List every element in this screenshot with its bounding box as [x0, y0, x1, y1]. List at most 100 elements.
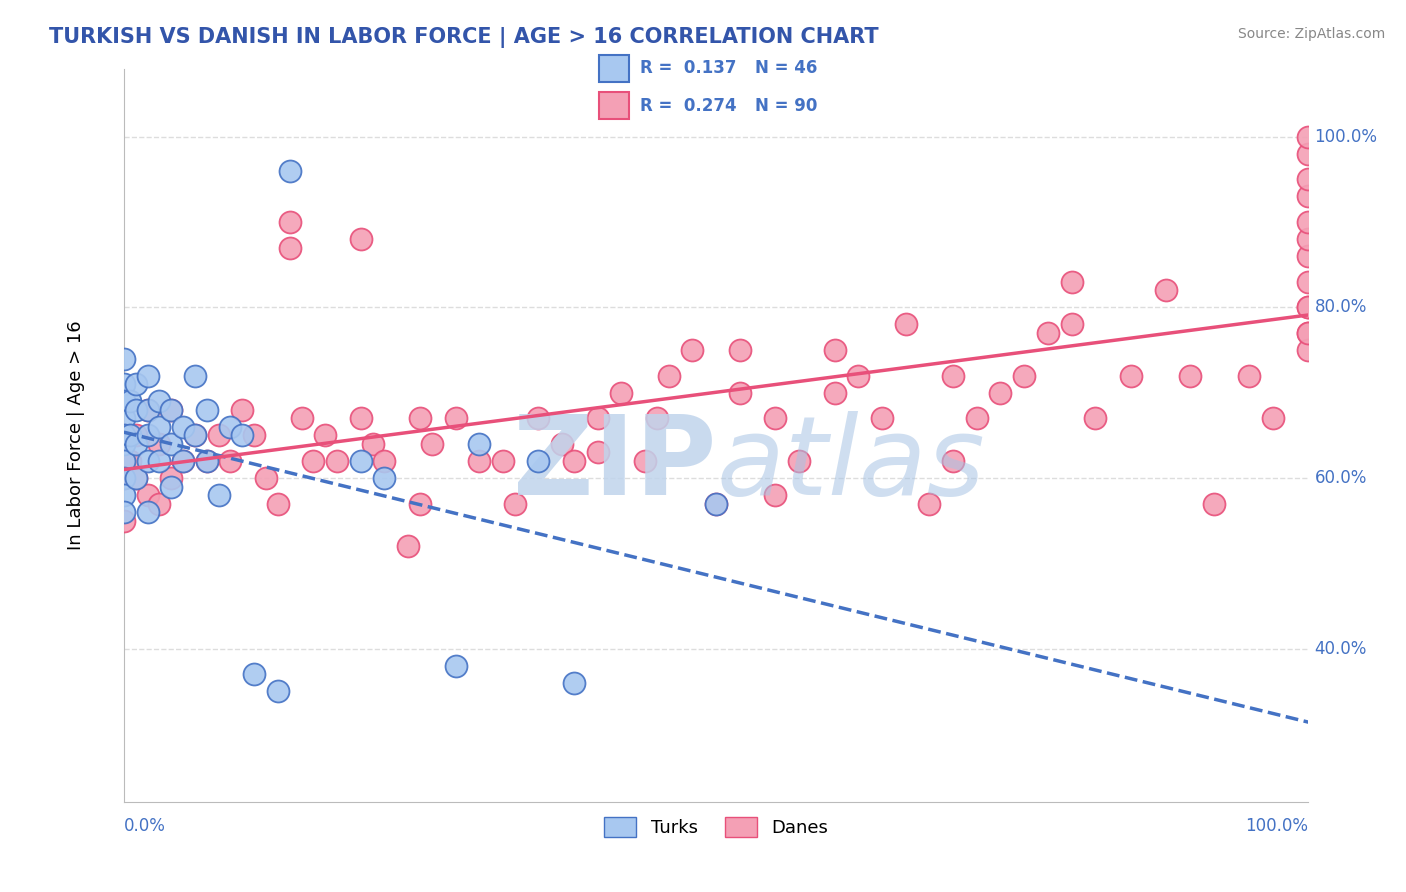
Text: atlas: atlas — [716, 411, 984, 518]
Point — [492, 454, 515, 468]
Point — [118, 428, 141, 442]
Point — [846, 368, 869, 383]
Point — [420, 437, 443, 451]
Point — [231, 402, 253, 417]
Point — [148, 420, 170, 434]
Point — [290, 411, 312, 425]
Point — [124, 428, 146, 442]
Point — [219, 420, 242, 434]
Point — [586, 445, 609, 459]
Text: N = 46: N = 46 — [755, 60, 817, 78]
Point — [124, 471, 146, 485]
Point — [172, 420, 194, 434]
Point — [373, 471, 395, 485]
Point — [1298, 343, 1320, 357]
Point — [894, 318, 917, 332]
Point — [503, 497, 526, 511]
Point — [562, 454, 585, 468]
Point — [373, 454, 395, 468]
Point — [1060, 318, 1083, 332]
Point — [763, 411, 786, 425]
Point — [160, 480, 183, 494]
Point — [1298, 249, 1320, 263]
Point — [1298, 301, 1320, 315]
Legend: Turks, Danes: Turks, Danes — [596, 809, 835, 845]
Point — [1298, 275, 1320, 289]
Point — [278, 215, 301, 229]
Point — [1178, 368, 1201, 383]
Point — [136, 454, 159, 468]
Point — [278, 241, 301, 255]
Point — [184, 428, 207, 442]
Point — [562, 675, 585, 690]
Point — [207, 428, 229, 442]
Text: 60.0%: 60.0% — [1315, 469, 1367, 487]
Text: In Labor Force | Age > 16: In Labor Force | Age > 16 — [67, 320, 86, 550]
Point — [1298, 301, 1320, 315]
Point — [112, 377, 135, 392]
Point — [1202, 497, 1225, 511]
Point — [243, 667, 266, 681]
Point — [468, 454, 491, 468]
Text: 100.0%: 100.0% — [1246, 817, 1309, 835]
Point — [350, 232, 373, 246]
Text: N = 90: N = 90 — [755, 96, 817, 114]
Point — [124, 437, 146, 451]
Point — [1298, 172, 1320, 186]
Point — [966, 411, 988, 425]
Point — [112, 471, 135, 485]
Point — [148, 394, 170, 409]
Point — [326, 454, 349, 468]
Text: Source: ZipAtlas.com: Source: ZipAtlas.com — [1237, 27, 1385, 41]
Point — [658, 368, 681, 383]
Point — [148, 497, 170, 511]
Point — [267, 497, 290, 511]
Text: TURKISH VS DANISH IN LABOR FORCE | AGE > 16 CORRELATION CHART: TURKISH VS DANISH IN LABOR FORCE | AGE >… — [49, 27, 879, 48]
Point — [314, 428, 336, 442]
Point — [136, 402, 159, 417]
Point — [112, 351, 135, 366]
Point — [1119, 368, 1142, 383]
Bar — [599, 92, 628, 120]
Point — [527, 454, 550, 468]
Point — [551, 437, 574, 451]
Point — [396, 539, 419, 553]
Point — [148, 437, 170, 451]
Point — [704, 497, 727, 511]
Point — [112, 428, 135, 442]
Point — [1298, 326, 1320, 340]
Text: R =  0.274: R = 0.274 — [640, 96, 737, 114]
Point — [136, 428, 159, 442]
Point — [634, 454, 657, 468]
Point — [160, 437, 183, 451]
Point — [207, 488, 229, 502]
Point — [112, 454, 135, 468]
Point — [148, 454, 170, 468]
Point — [136, 402, 159, 417]
Point — [302, 454, 325, 468]
Text: 80.0%: 80.0% — [1315, 299, 1367, 317]
Point — [124, 402, 146, 417]
Point — [527, 411, 550, 425]
Point — [112, 411, 135, 425]
Point — [160, 402, 183, 417]
Point — [763, 488, 786, 502]
Point — [361, 437, 384, 451]
Point — [704, 497, 727, 511]
Point — [1298, 326, 1320, 340]
Point — [172, 454, 194, 468]
Point — [136, 505, 159, 519]
Point — [1298, 146, 1320, 161]
Point — [728, 385, 751, 400]
Point — [254, 471, 277, 485]
Point — [278, 164, 301, 178]
Point — [444, 411, 467, 425]
Point — [112, 428, 135, 442]
Point — [112, 454, 135, 468]
Point — [118, 394, 141, 409]
Point — [409, 497, 432, 511]
Point — [160, 471, 183, 485]
Point — [124, 471, 146, 485]
Point — [112, 394, 135, 409]
Point — [824, 385, 846, 400]
